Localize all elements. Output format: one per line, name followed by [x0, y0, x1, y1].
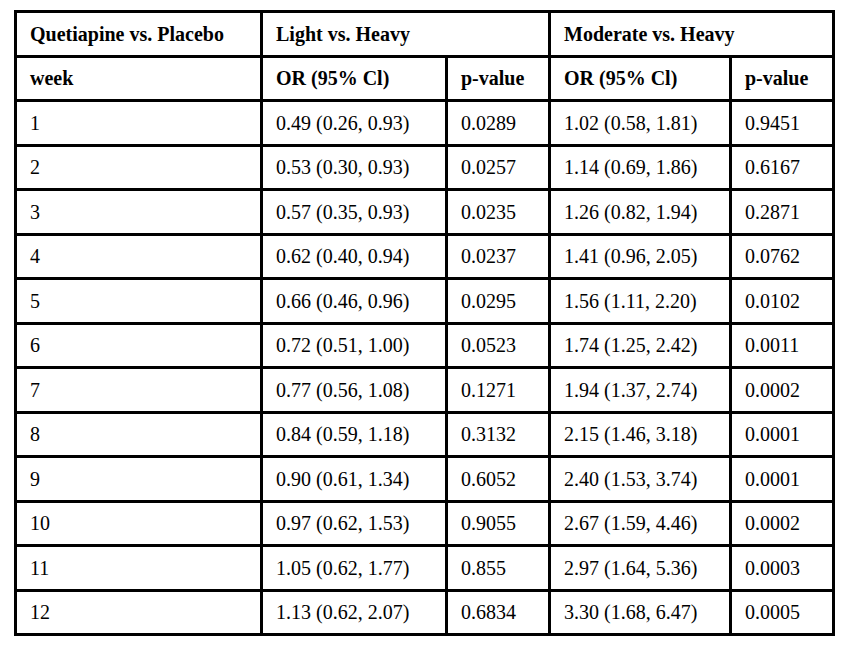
or-ci-moderate-cell: 1.41 (0.96, 2.05): [550, 234, 731, 279]
p-value-light-cell: 0.0289: [447, 101, 550, 146]
table-row: 10.49 (0.26, 0.93)0.02891.02 (0.58, 1.81…: [16, 101, 834, 146]
p-value-moderate-cell: 0.0001: [731, 457, 834, 502]
table-row: 70.77 (0.56, 1.08)0.12711.94 (1.37, 2.74…: [16, 368, 834, 413]
table-header: Quetiapine vs. Placebo Light vs. Heavy M…: [16, 12, 834, 101]
p-value-moderate-cell: 0.0011: [731, 323, 834, 368]
week-cell: 3: [16, 190, 262, 235]
p-value-light-cell: 0.3132: [447, 412, 550, 457]
or-ci-moderate-cell: 1.94 (1.37, 2.74): [550, 368, 731, 413]
table-row: 100.97 (0.62, 1.53)0.90552.67 (1.59, 4.4…: [16, 501, 834, 546]
p-value-moderate-cell: 0.0002: [731, 501, 834, 546]
or-ci-moderate-cell: 1.74 (1.25, 2.42): [550, 323, 731, 368]
week-cell: 11: [16, 546, 262, 591]
col-header-p-value-moderate: p-value: [731, 56, 834, 101]
results-table-container: Quetiapine vs. Placebo Light vs. Heavy M…: [14, 10, 835, 636]
col-header-p-value-light: p-value: [447, 56, 550, 101]
col-header-or-ci-moderate: OR (95% Cl): [550, 56, 731, 101]
table-row: 90.90 (0.61, 1.34)0.60522.40 (1.53, 3.74…: [16, 457, 834, 502]
or-ci-moderate-cell: 1.02 (0.58, 1.81): [550, 101, 731, 146]
p-value-moderate-cell: 0.0102: [731, 279, 834, 324]
week-cell: 6: [16, 323, 262, 368]
or-ci-light-cell: 0.72 (0.51, 1.00): [262, 323, 447, 368]
p-value-moderate-cell: 0.0002: [731, 368, 834, 413]
p-value-light-cell: 0.0235: [447, 190, 550, 235]
group-header-row: Quetiapine vs. Placebo Light vs. Heavy M…: [16, 12, 834, 57]
odds-ratio-results-table: Quetiapine vs. Placebo Light vs. Heavy M…: [14, 10, 835, 636]
or-ci-moderate-cell: 1.14 (0.69, 1.86): [550, 145, 731, 190]
p-value-moderate-cell: 0.9451: [731, 101, 834, 146]
table-row: 40.62 (0.40, 0.94)0.02371.41 (0.96, 2.05…: [16, 234, 834, 279]
or-ci-light-cell: 0.77 (0.56, 1.08): [262, 368, 447, 413]
p-value-moderate-cell: 0.0005: [731, 590, 834, 635]
or-ci-light-cell: 0.57 (0.35, 0.93): [262, 190, 447, 235]
or-ci-light-cell: 0.90 (0.61, 1.34): [262, 457, 447, 502]
col-header-week: week: [16, 56, 262, 101]
header-quetiapine-vs-placebo: Quetiapine vs. Placebo: [16, 12, 262, 57]
or-ci-light-cell: 0.84 (0.59, 1.18): [262, 412, 447, 457]
or-ci-moderate-cell: 2.67 (1.59, 4.46): [550, 501, 731, 546]
week-cell: 4: [16, 234, 262, 279]
or-ci-light-cell: 1.13 (0.62, 2.07): [262, 590, 447, 635]
p-value-light-cell: 0.6834: [447, 590, 550, 635]
or-ci-moderate-cell: 2.97 (1.64, 5.36): [550, 546, 731, 591]
or-ci-light-cell: 0.49 (0.26, 0.93): [262, 101, 447, 146]
p-value-light-cell: 0.9055: [447, 501, 550, 546]
p-value-light-cell: 0.1271: [447, 368, 550, 413]
or-ci-light-cell: 0.53 (0.30, 0.93): [262, 145, 447, 190]
or-ci-moderate-cell: 1.26 (0.82, 1.94): [550, 190, 731, 235]
or-ci-light-cell: 0.62 (0.40, 0.94): [262, 234, 447, 279]
or-ci-moderate-cell: 3.30 (1.68, 6.47): [550, 590, 731, 635]
week-cell: 2: [16, 145, 262, 190]
week-cell: 5: [16, 279, 262, 324]
or-ci-moderate-cell: 1.56 (1.11, 2.20): [550, 279, 731, 324]
or-ci-moderate-cell: 2.15 (1.46, 3.18): [550, 412, 731, 457]
table-row: 111.05 (0.62, 1.77)0.8552.97 (1.64, 5.36…: [16, 546, 834, 591]
week-cell: 7: [16, 368, 262, 413]
header-light-vs-heavy: Light vs. Heavy: [262, 12, 550, 57]
table-row: 30.57 (0.35, 0.93)0.02351.26 (0.82, 1.94…: [16, 190, 834, 235]
table-row: 60.72 (0.51, 1.00)0.05231.74 (1.25, 2.42…: [16, 323, 834, 368]
table-body: 10.49 (0.26, 0.93)0.02891.02 (0.58, 1.81…: [16, 101, 834, 635]
week-cell: 12: [16, 590, 262, 635]
week-cell: 10: [16, 501, 262, 546]
p-value-moderate-cell: 0.0001: [731, 412, 834, 457]
or-ci-light-cell: 0.97 (0.62, 1.53): [262, 501, 447, 546]
week-cell: 9: [16, 457, 262, 502]
or-ci-light-cell: 1.05 (0.62, 1.77): [262, 546, 447, 591]
p-value-light-cell: 0.855: [447, 546, 550, 591]
col-header-or-ci-light: OR (95% Cl): [262, 56, 447, 101]
p-value-light-cell: 0.6052: [447, 457, 550, 502]
table-row: 121.13 (0.62, 2.07)0.68343.30 (1.68, 6.4…: [16, 590, 834, 635]
or-ci-light-cell: 0.66 (0.46, 0.96): [262, 279, 447, 324]
column-header-row: week OR (95% Cl) p-value OR (95% Cl) p-v…: [16, 56, 834, 101]
week-cell: 8: [16, 412, 262, 457]
p-value-light-cell: 0.0523: [447, 323, 550, 368]
p-value-light-cell: 0.0295: [447, 279, 550, 324]
p-value-light-cell: 0.0257: [447, 145, 550, 190]
header-moderate-vs-heavy: Moderate vs. Heavy: [550, 12, 834, 57]
or-ci-moderate-cell: 2.40 (1.53, 3.74): [550, 457, 731, 502]
table-row: 50.66 (0.46, 0.96)0.02951.56 (1.11, 2.20…: [16, 279, 834, 324]
p-value-light-cell: 0.0237: [447, 234, 550, 279]
p-value-moderate-cell: 0.0003: [731, 546, 834, 591]
p-value-moderate-cell: 0.2871: [731, 190, 834, 235]
week-cell: 1: [16, 101, 262, 146]
p-value-moderate-cell: 0.6167: [731, 145, 834, 190]
p-value-moderate-cell: 0.0762: [731, 234, 834, 279]
table-row: 80.84 (0.59, 1.18)0.31322.15 (1.46, 3.18…: [16, 412, 834, 457]
table-row: 20.53 (0.30, 0.93)0.02571.14 (0.69, 1.86…: [16, 145, 834, 190]
